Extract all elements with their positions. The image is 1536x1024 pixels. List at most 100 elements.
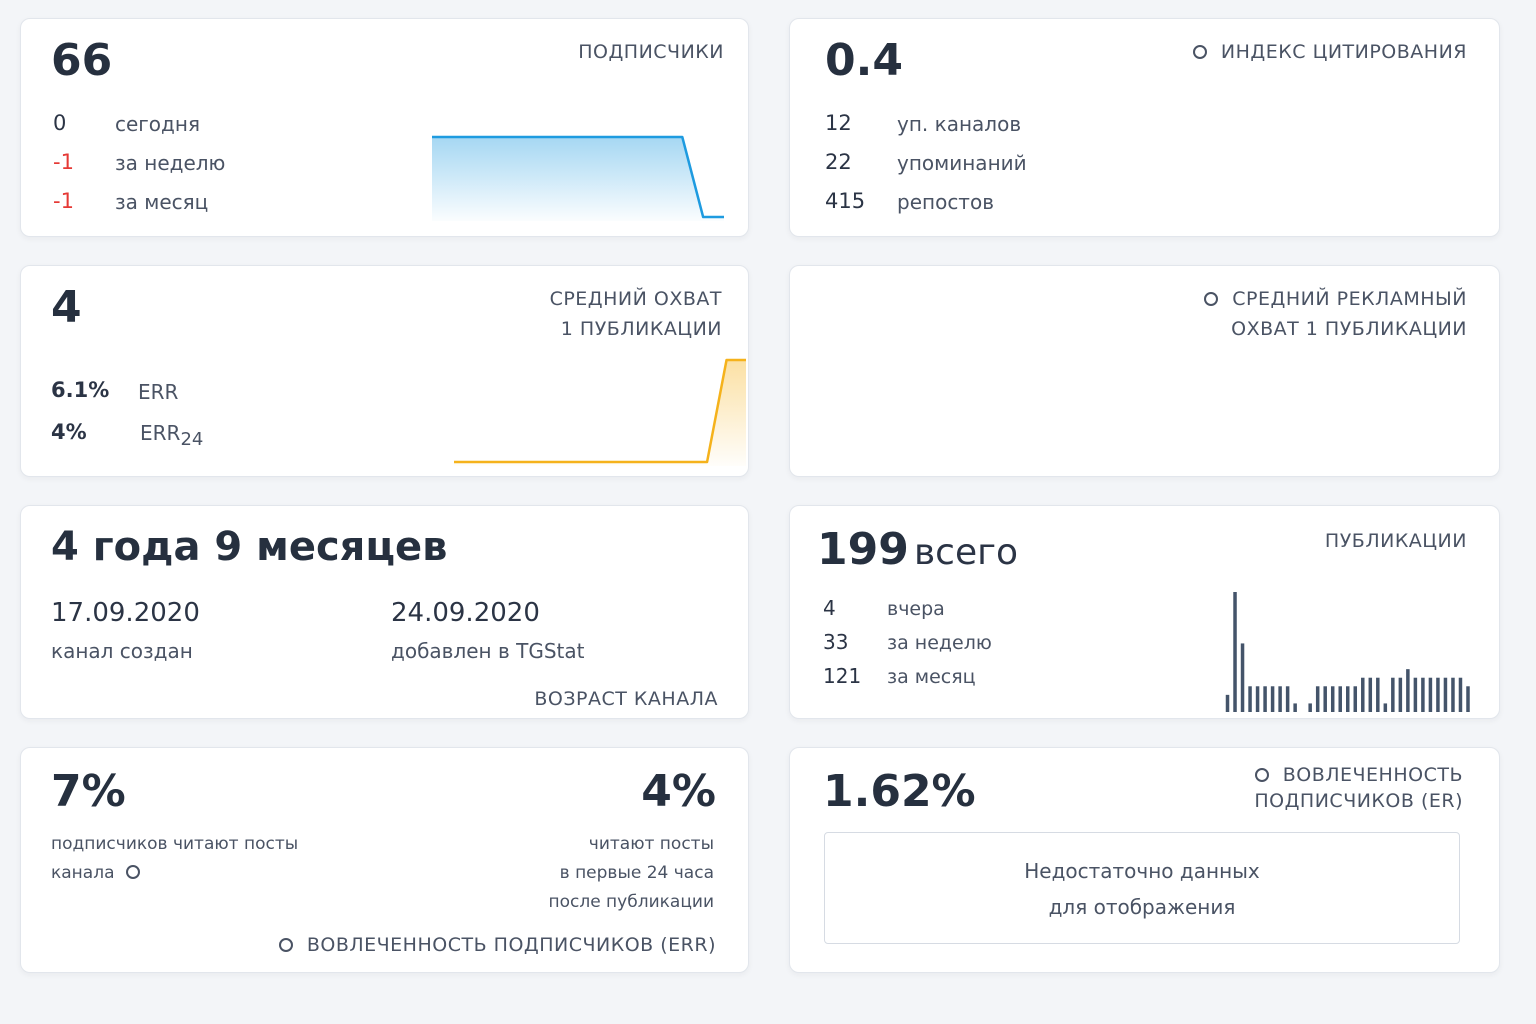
posts-chart	[1225, 592, 1470, 712]
bar	[1451, 677, 1455, 712]
stat-value: 12	[825, 111, 852, 135]
reach-title: СРЕДНИЙ ОХВАТ 1 ПУБЛИКАЦИИ	[550, 284, 722, 344]
age-title: ВОЗРАСТ КАНАЛА	[534, 688, 718, 710]
bar	[1330, 686, 1335, 712]
title-line: ВОВЛЕЧЕННОСТЬ	[1254, 762, 1463, 788]
posts-unit: всего	[913, 532, 1019, 573]
stat-value: -1	[53, 150, 74, 174]
caption-line: подписчиков читают посты	[51, 834, 299, 854]
title-text: ВОВЛЕЧЕННОСТЬ	[1282, 764, 1463, 786]
info-icon	[1192, 45, 1207, 59]
sparkline-area	[454, 360, 746, 466]
posts-value: 199	[817, 524, 909, 575]
er-value: 1.62%	[823, 766, 976, 817]
stat-label: за неделю	[115, 151, 226, 175]
bar	[1225, 694, 1230, 712]
bar	[1383, 703, 1388, 712]
date-label: добавлен в TGStat	[391, 639, 585, 663]
posts-title: ПУБЛИКАЦИИ	[1324, 530, 1467, 552]
bar	[1255, 686, 1260, 712]
bar	[1458, 677, 1463, 712]
bar	[1428, 677, 1433, 712]
caption-line: в первые 24 часа	[559, 863, 714, 883]
stat-label: сегодня	[115, 112, 200, 136]
date: 24.09.2020	[391, 598, 540, 628]
reach-value: 4	[51, 282, 82, 333]
stat-sub: 24	[180, 429, 204, 450]
title-line: СРЕДНИЙ ОХВАТ	[549, 288, 722, 310]
bar	[1466, 686, 1470, 712]
bar	[1278, 686, 1282, 712]
stat-label: упоминаний	[897, 151, 1027, 175]
title-text: СРЕДНИЙ РЕКЛАМНЫЙ	[1232, 288, 1467, 310]
ad-reach-card: СРЕДНИЙ РЕКЛАМНЫЙ ОХВАТ 1 ПУБЛИКАЦИИ	[789, 265, 1500, 477]
stat-value: 33	[823, 630, 849, 654]
err-caption: подписчиков читают посты канала	[51, 830, 298, 888]
subscribers-sparkline	[432, 135, 724, 221]
bar	[1248, 686, 1252, 712]
stat-value: -1	[53, 189, 74, 213]
bar	[1368, 677, 1373, 712]
bar	[1353, 686, 1358, 712]
bar	[1421, 677, 1425, 712]
stat-label: ERR	[138, 380, 179, 404]
reach-card: 4 СРЕДНИЙ ОХВАТ 1 ПУБЛИКАЦИИ 6.1% ERR 4% …	[20, 265, 749, 477]
stat-label-row: ERR24	[140, 421, 203, 450]
bar	[1240, 643, 1245, 712]
stat-label: уп. каналов	[897, 112, 1022, 136]
bar	[1338, 686, 1342, 712]
empty-line: для отображения	[1048, 895, 1236, 919]
bar	[1398, 677, 1403, 712]
sparkline-area	[432, 137, 724, 221]
bar	[1263, 686, 1267, 712]
er-card: 1.62% ВОВЛЕЧЕННОСТЬ ПОДПИСЧИКОВ (ER) Недо…	[789, 747, 1500, 973]
err24-caption: читают посты в первые 24 часа после публик…	[548, 830, 714, 917]
stat-value: 4	[823, 596, 836, 620]
caption-line: после публикации	[548, 892, 714, 912]
posts-card: 199 всего ПУБЛИКАЦИИ 4 вчера 33 за недел…	[789, 505, 1500, 719]
bar	[1406, 669, 1410, 712]
ad-reach-title: СРЕДНИЙ РЕКЛАМНЫЙ ОХВАТ 1 ПУБЛИКАЦИИ	[1204, 284, 1467, 344]
err-title-row: ВОВЛЕЧЕННОСТЬ ПОДПИСЧИКОВ (ERR)	[278, 930, 716, 960]
bar	[1361, 677, 1365, 712]
age-value: 4 года 9 месяцев	[51, 524, 448, 570]
citation-title: ИНДЕКС ЦИТИРОВАНИЯ	[1220, 41, 1467, 63]
bar	[1443, 677, 1448, 712]
err-value: 7%	[51, 766, 126, 817]
title-line: 1 ПУБЛИКАЦИИ	[560, 318, 722, 340]
reach-sparkline	[454, 358, 746, 466]
info-icon	[1254, 768, 1269, 782]
bar	[1323, 686, 1327, 712]
bar	[1391, 677, 1395, 712]
citation-card: 0.4 ИНДЕКС ЦИТИРОВАНИЯ 12 уп. каналов 22…	[789, 18, 1500, 237]
caption-text: канала	[51, 863, 115, 883]
stat-label: за неделю	[887, 632, 992, 654]
bar	[1413, 677, 1418, 712]
empty-line: Недостаточно данных	[1024, 859, 1260, 883]
subscribers-title: ПОДПИСЧИКИ	[578, 41, 724, 63]
citation-value: 0.4	[825, 35, 903, 86]
stat-value: 4%	[51, 420, 87, 444]
subscribers-card: 66 ПОДПИСЧИКИ 0 сегодня -1 за неделю -1 …	[20, 18, 749, 237]
stat-label: репостов	[897, 190, 994, 214]
err-card: 7% подписчиков читают посты канала 4% чит…	[20, 747, 749, 973]
caption-line: читают посты	[588, 834, 714, 854]
date: 17.09.2020	[51, 598, 200, 628]
info-icon	[125, 865, 140, 879]
bar	[1233, 592, 1237, 712]
empty-state: Недостаточно данных для отображения	[824, 832, 1460, 944]
posts-value-row: 199 всего	[817, 524, 1018, 575]
stat-label: ERR	[140, 421, 181, 445]
bar	[1436, 677, 1440, 712]
info-icon	[1204, 292, 1219, 306]
bar	[1346, 686, 1350, 712]
sparkline-line	[432, 135, 724, 219]
sparkline-line	[454, 358, 746, 464]
citation-title-row: ИНДЕКС ЦИТИРОВАНИЯ	[1192, 37, 1467, 67]
er-title: ВОВЛЕЧЕННОСТЬ ПОДПИСЧИКОВ (ER)	[1254, 762, 1463, 814]
age-card: 4 года 9 месяцев 17.09.2020 канал создан…	[20, 505, 749, 719]
title-line: СРЕДНИЙ РЕКЛАМНЫЙ	[1204, 284, 1467, 314]
bar	[1270, 686, 1275, 712]
err24-value: 4%	[641, 766, 716, 817]
